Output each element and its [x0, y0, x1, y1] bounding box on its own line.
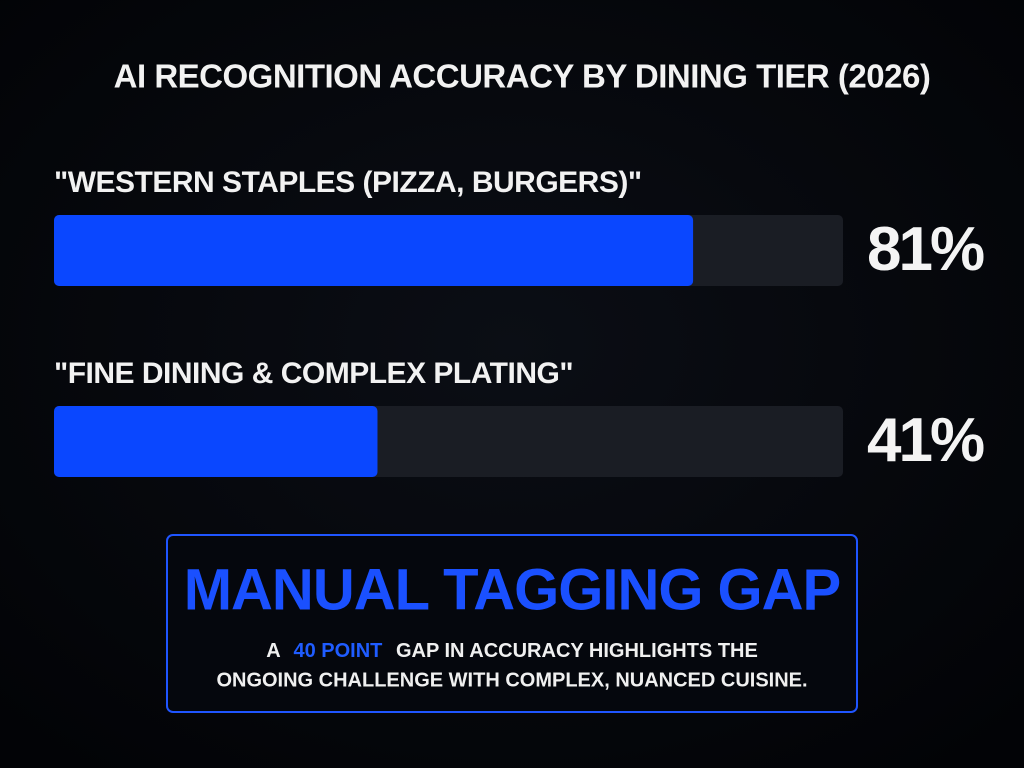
bar-group: "WESTERN STAPLES (PIZZA, BURGERS)" 81% "FI… [54, 166, 987, 477]
callout-highlight: 40 POINT [293, 640, 382, 662]
value-label: 81% [867, 215, 984, 284]
category-label: "WESTERN STAPLES (PIZZA, BURGERS)" [54, 166, 642, 199]
callout-text: A [266, 640, 280, 662]
callout-body: A 40 POINT GAP IN ACCURACY HIGHLIGHTS TH… [266, 640, 758, 662]
chart-title: AI RECOGNITION ACCURACY BY DINING TIER (… [114, 58, 931, 95]
callout-body: ONGOING CHALLENGE WITH COMPLEX, NUANCED … [216, 669, 807, 691]
callout-title: MANUAL TAGGING GAP [184, 557, 841, 622]
bar [54, 215, 694, 286]
callout-text: GAP IN ACCURACY HIGHLIGHTS THE [396, 640, 758, 662]
category-label: "FINE DINING & COMPLEX PLATING" [54, 357, 573, 390]
value-label: 41% [867, 406, 984, 475]
bar [54, 406, 378, 477]
callout-box [166, 534, 858, 713]
